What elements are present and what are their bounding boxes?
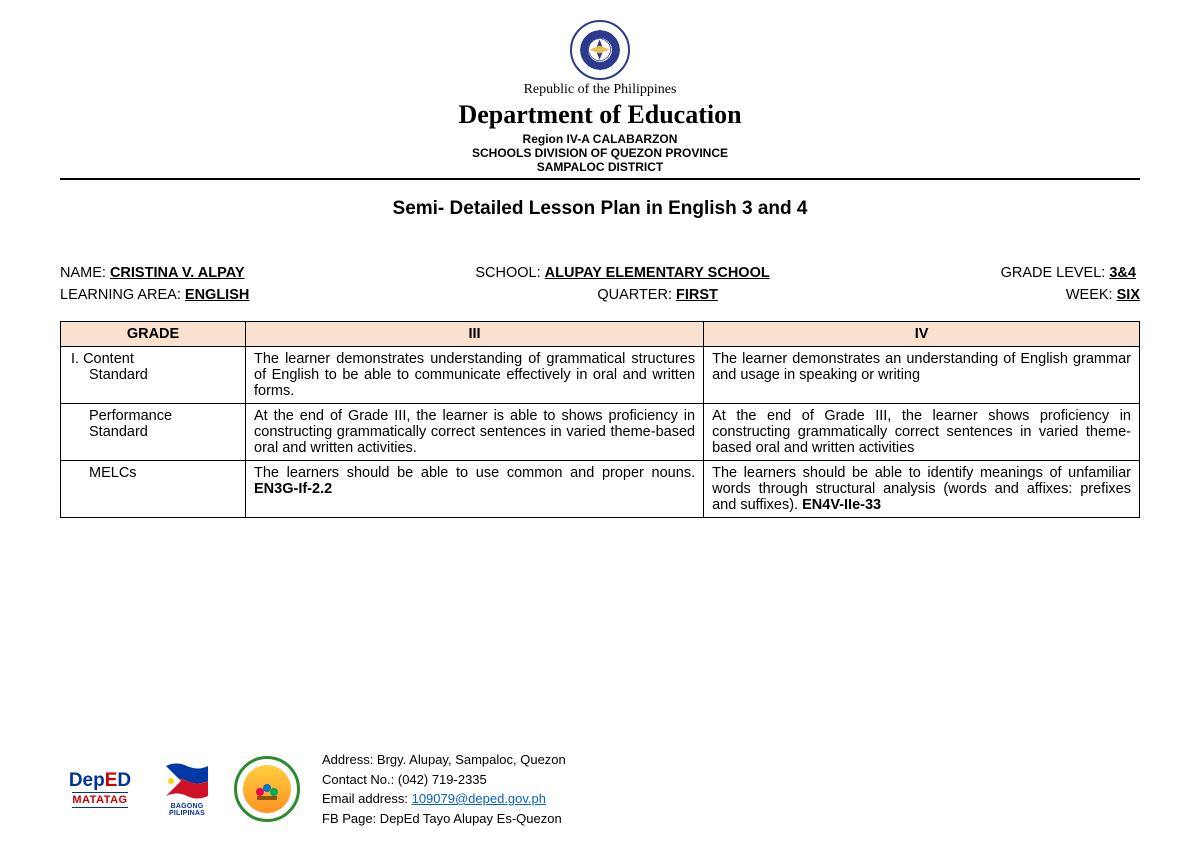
label-sub: Performance	[71, 408, 237, 424]
name-value: CRISTINA V. ALPAY	[110, 265, 245, 281]
cell-iv-melcs: The learners should be able to identify …	[704, 461, 1140, 518]
row-label-content-standard: I. Content Standard	[61, 347, 246, 404]
school-seal-inner-icon	[243, 765, 291, 813]
department-text: Department of Education	[60, 100, 1140, 130]
contact-phone: Contact No.: (042) 719-2335	[322, 770, 566, 790]
cell-iv-content: The learner demonstrates an understandin…	[704, 347, 1140, 404]
melcs-iii-code: EN3G-If-2.2	[254, 481, 332, 497]
name-segment: NAME: CRISTINA V. ALPAY	[60, 265, 245, 281]
contact-address: Address: Brgy. Alupay, Sampaloc, Quezon	[322, 750, 566, 770]
label-sub: Standard	[71, 367, 237, 383]
quarter-segment: QUARTER: FIRST	[593, 287, 718, 303]
cell-iii-content: The learner demonstrates understanding o…	[246, 347, 704, 404]
deped-logo-icon: DepED MATATAG	[60, 770, 140, 808]
bagong-pilipinas-logo-icon: BAGONG PILIPINAS	[152, 761, 222, 817]
melcs-iv-code: EN4V-IIe-33	[802, 497, 881, 513]
document-footer: DepED MATATAG BAGONG PILIPINAS Address: …	[60, 750, 1140, 828]
week-label: WEEK:	[1066, 287, 1117, 303]
school-seal-icon	[234, 756, 300, 822]
school-segment: SCHOOL: ALUPAY ELEMENTARY SCHOOL	[475, 265, 769, 281]
label-sub: MELCs	[71, 465, 237, 481]
matatag-text: MATATAG	[72, 792, 127, 808]
contact-info: Address: Brgy. Alupay, Sampaloc, Quezon …	[322, 750, 566, 828]
grade-value: 3&4	[1109, 265, 1136, 281]
th-iii: III	[246, 322, 704, 347]
e-text: E	[105, 770, 118, 791]
info-row-1: NAME: CRISTINA V. ALPAY SCHOOL: ALUPAY E…	[60, 265, 1140, 281]
label-main: I. Content	[71, 351, 134, 367]
region-text: Region IV-A CALABARZON	[60, 132, 1140, 146]
contact-fb: FB Page: DepEd Tayo Alupay Es-Quezon	[322, 809, 566, 829]
document-header: Republic of the Philippines Department o…	[60, 20, 1140, 178]
dep-text: Dep	[69, 770, 105, 791]
label-sub2: Standard	[71, 424, 237, 440]
week-value: SIX	[1117, 287, 1140, 303]
table-row: Performance Standard At the end of Grade…	[61, 404, 1140, 461]
school-value: ALUPAY ELEMENTARY SCHOOL	[545, 265, 770, 281]
cell-iv-performance: At the end of Grade III, the learner sho…	[704, 404, 1140, 461]
district-text: SAMPALOC DISTRICT	[60, 160, 1140, 178]
table-header-row: GRADE III IV	[61, 322, 1140, 347]
deped-seal-icon	[570, 20, 630, 80]
quarter-label: QUARTER:	[597, 287, 676, 303]
area-value: ENGLISH	[185, 287, 249, 303]
bagong-text: BAGONG PILIPINAS	[152, 803, 222, 817]
lesson-plan-table: GRADE III IV I. Content Standard The lea…	[60, 321, 1140, 518]
grade-segment: GRADE LEVEL: 3&4	[1001, 265, 1140, 281]
email-link[interactable]: 109079@deped.gov.ph	[412, 791, 546, 806]
melcs-iii-text: The learners should be able to use commo…	[254, 465, 695, 481]
week-segment: WEEK: SIX	[1062, 287, 1140, 303]
republic-text: Republic of the Philippines	[60, 82, 1140, 98]
flag-icon	[161, 761, 213, 801]
quarter-value: FIRST	[676, 287, 718, 303]
school-label: SCHOOL:	[475, 265, 544, 281]
division-text: SCHOOLS DIVISION OF QUEZON PROVINCE	[60, 146, 1140, 160]
contact-email-line: Email address: 109079@deped.gov.ph	[322, 789, 566, 809]
email-label: Email address:	[322, 791, 412, 806]
d-text: D	[117, 770, 131, 791]
cell-iii-performance: At the end of Grade III, the learner is …	[246, 404, 704, 461]
th-iv: IV	[704, 322, 1140, 347]
row-label-performance-standard: Performance Standard	[61, 404, 246, 461]
th-grade: GRADE	[61, 322, 246, 347]
table-row: MELCs The learners should be able to use…	[61, 461, 1140, 518]
area-segment: LEARNING AREA: ENGLISH	[60, 287, 249, 303]
area-label: LEARNING AREA:	[60, 287, 185, 303]
header-divider	[60, 178, 1140, 180]
name-label: NAME:	[60, 265, 110, 281]
info-row-2: LEARNING AREA: ENGLISH QUARTER: FIRST WE…	[60, 287, 1140, 303]
row-label-melcs: MELCs	[61, 461, 246, 518]
deped-wordmark: DepED	[69, 770, 131, 792]
melcs-iv-text: The learners should be able to identify …	[712, 465, 1131, 513]
document-title: Semi- Detailed Lesson Plan in English 3 …	[60, 198, 1140, 220]
grade-label: GRADE LEVEL:	[1001, 265, 1110, 281]
cell-iii-melcs: The learners should be able to use commo…	[246, 461, 704, 518]
table-row: I. Content Standard The learner demonstr…	[61, 347, 1140, 404]
